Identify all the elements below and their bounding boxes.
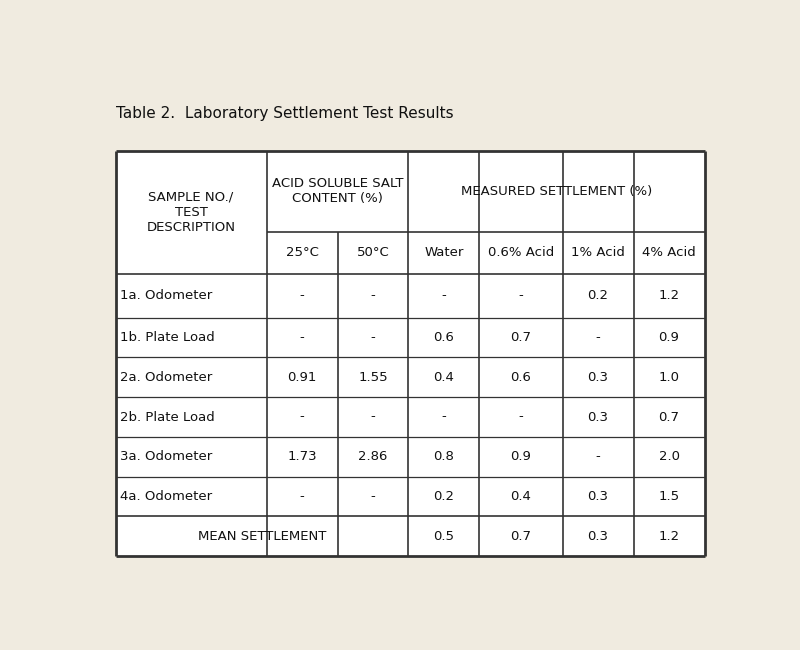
Text: Water: Water [424, 246, 464, 259]
Text: 1.2: 1.2 [658, 289, 679, 302]
Text: 0.7: 0.7 [510, 530, 531, 543]
Text: 0.3: 0.3 [588, 490, 609, 503]
Text: Table 2.  Laboratory Settlement Test Results: Table 2. Laboratory Settlement Test Resu… [115, 105, 453, 120]
Text: ACID SOLUBLE SALT
CONTENT (%): ACID SOLUBLE SALT CONTENT (%) [272, 177, 403, 205]
Text: 2b. Plate Load: 2b. Plate Load [121, 411, 215, 424]
Text: 0.2: 0.2 [434, 490, 454, 503]
Text: -: - [518, 289, 523, 302]
Text: 0.4: 0.4 [510, 490, 531, 503]
Text: -: - [370, 490, 375, 503]
Text: -: - [370, 289, 375, 302]
Text: -: - [518, 411, 523, 424]
Text: 0.6: 0.6 [434, 331, 454, 344]
Text: 0.5: 0.5 [434, 530, 454, 543]
Text: -: - [300, 289, 305, 302]
Text: 2.86: 2.86 [358, 450, 388, 463]
Text: 0.7: 0.7 [658, 411, 679, 424]
Text: -: - [370, 331, 375, 344]
Text: 0.8: 0.8 [434, 450, 454, 463]
Text: 0.4: 0.4 [434, 370, 454, 383]
Text: 1.0: 1.0 [658, 370, 679, 383]
Text: 50°C: 50°C [357, 246, 390, 259]
Text: MEASURED SETTLEMENT (%): MEASURED SETTLEMENT (%) [461, 185, 652, 198]
Text: 4% Acid: 4% Acid [642, 246, 696, 259]
Text: 0.3: 0.3 [588, 370, 609, 383]
Text: -: - [442, 411, 446, 424]
Text: 1.5: 1.5 [658, 490, 679, 503]
Text: 0.7: 0.7 [510, 331, 531, 344]
Text: 0.6: 0.6 [510, 370, 531, 383]
Text: 0.6% Acid: 0.6% Acid [488, 246, 554, 259]
Text: -: - [300, 411, 305, 424]
Text: 1b. Plate Load: 1b. Plate Load [121, 331, 215, 344]
Text: -: - [300, 490, 305, 503]
Text: -: - [370, 411, 375, 424]
Text: 2a. Odometer: 2a. Odometer [121, 370, 213, 383]
Text: 4a. Odometer: 4a. Odometer [121, 490, 213, 503]
Text: SAMPLE NO./
TEST
DESCRIPTION: SAMPLE NO./ TEST DESCRIPTION [146, 190, 235, 234]
Text: 1.55: 1.55 [358, 370, 388, 383]
Text: -: - [596, 450, 601, 463]
Text: 25°C: 25°C [286, 246, 318, 259]
Text: 3a. Odometer: 3a. Odometer [121, 450, 213, 463]
Text: MEAN SETTLEMENT: MEAN SETTLEMENT [198, 530, 326, 543]
Text: 2.0: 2.0 [658, 450, 679, 463]
Text: 0.3: 0.3 [588, 411, 609, 424]
Text: -: - [300, 331, 305, 344]
Text: 1a. Odometer: 1a. Odometer [121, 289, 213, 302]
Text: 1.73: 1.73 [287, 450, 317, 463]
Text: 1.2: 1.2 [658, 530, 679, 543]
Text: -: - [596, 331, 601, 344]
Text: 0.2: 0.2 [588, 289, 609, 302]
Text: 0.9: 0.9 [510, 450, 531, 463]
Text: 1% Acid: 1% Acid [571, 246, 625, 259]
Text: 0.9: 0.9 [658, 331, 679, 344]
Text: 0.91: 0.91 [287, 370, 317, 383]
Text: 0.3: 0.3 [588, 530, 609, 543]
Text: -: - [442, 289, 446, 302]
